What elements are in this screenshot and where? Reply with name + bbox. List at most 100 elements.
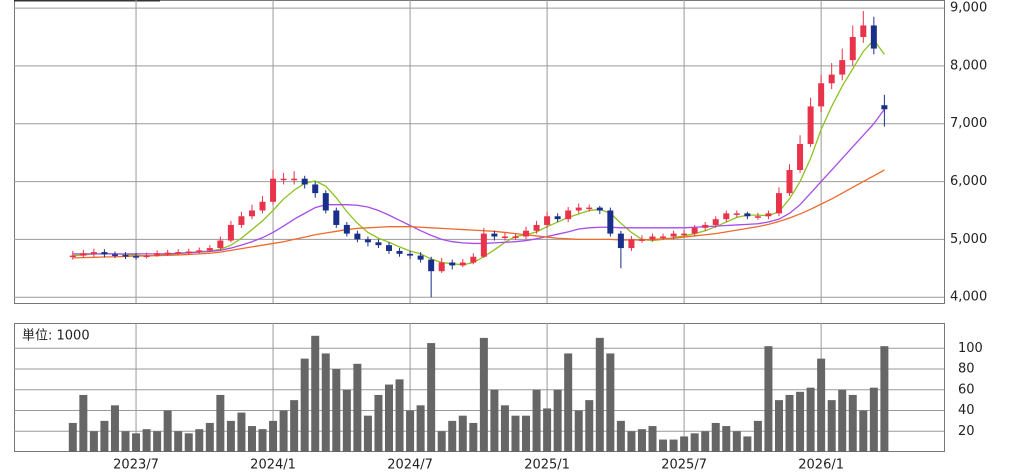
candle-body <box>681 233 688 236</box>
price-frame <box>14 0 945 304</box>
volume-bar <box>290 400 299 452</box>
volume-bar <box>216 394 225 452</box>
volume-bar <box>458 415 467 452</box>
candle-body <box>723 213 730 220</box>
volume-bar <box>880 346 889 452</box>
volume-bar <box>469 422 478 452</box>
volume-bar <box>237 412 246 452</box>
volume-bar <box>743 436 752 452</box>
volume-bar <box>300 358 309 452</box>
volume-bar <box>332 369 341 452</box>
volume-bar <box>722 426 731 452</box>
volume-bar <box>353 363 362 452</box>
candle-body <box>322 193 329 211</box>
y-tick-label: 6,000 <box>950 174 987 189</box>
x-tick-label: 2025/7 <box>661 458 707 473</box>
volume-bar <box>606 353 615 452</box>
volume-bar <box>532 389 541 452</box>
candle-body <box>291 178 298 181</box>
volume-bar <box>774 400 783 452</box>
candle-body <box>333 210 340 225</box>
volume-bar <box>732 431 741 452</box>
candle-body <box>438 262 445 272</box>
volume-bar <box>153 431 162 452</box>
candle-body <box>786 170 793 194</box>
candle-body <box>428 259 435 272</box>
candle-body <box>691 227 698 234</box>
volume-tick-label: 20 <box>958 424 975 439</box>
volume-bar <box>416 405 425 452</box>
x-tick-label: 2024/7 <box>387 458 433 473</box>
volume-bar <box>132 433 141 452</box>
volume-bar <box>437 431 446 452</box>
candle-body <box>248 210 255 217</box>
volume-bar <box>427 343 436 452</box>
volume-bar <box>553 389 562 452</box>
volume-bar <box>174 431 183 452</box>
volume-bar <box>838 389 847 452</box>
candle-body <box>343 224 350 234</box>
candle-body <box>111 254 118 256</box>
candle-body <box>860 25 867 38</box>
volume-bar <box>616 420 625 452</box>
candle-body <box>533 224 540 231</box>
candle-body <box>818 83 825 107</box>
candle-body <box>101 252 108 255</box>
volume-bar <box>100 420 109 452</box>
volume-bar <box>827 400 836 452</box>
volume-bar <box>184 433 193 452</box>
x-tick-label: 2026/1 <box>798 458 844 473</box>
volume-frame <box>14 323 945 452</box>
candle-body <box>238 216 245 225</box>
volume-tick-label: 60 <box>958 382 975 397</box>
candle-body <box>259 201 266 211</box>
candle-body <box>765 213 772 217</box>
volume-bar <box>522 415 531 452</box>
candle-body <box>206 248 213 251</box>
moving-average <box>72 169 885 259</box>
volume-bar <box>595 337 604 452</box>
candle-body <box>596 207 603 211</box>
candle-body <box>501 236 508 239</box>
candle-body <box>544 216 551 225</box>
candle-body <box>586 207 593 210</box>
volume-tick-label: 100 <box>958 341 983 356</box>
volume-bar <box>500 405 509 452</box>
candle-body <box>133 256 140 258</box>
candle-body <box>733 213 740 215</box>
candle-body <box>417 255 424 260</box>
candle-body <box>660 236 667 239</box>
candle-body <box>164 252 171 255</box>
volume-bar <box>627 431 636 452</box>
volume-bar <box>680 436 689 452</box>
candle-body <box>870 25 877 49</box>
volume-bar <box>374 394 383 452</box>
y-tick-label: 9,000 <box>950 1 987 16</box>
volume-bar <box>711 422 720 452</box>
volume-bar <box>648 426 657 452</box>
volume-tick-label: 40 <box>958 403 975 418</box>
candle-body <box>470 256 477 263</box>
volume-bar <box>817 358 826 452</box>
candle-body <box>280 178 287 181</box>
candle-body <box>69 255 76 258</box>
volume-bar <box>564 353 573 452</box>
candle-body <box>754 216 761 218</box>
candle-body <box>554 216 561 220</box>
candle-body <box>90 252 97 254</box>
volume-bar <box>195 429 204 452</box>
candle-body <box>670 233 677 237</box>
volume-bar <box>247 426 256 452</box>
volume-bar <box>659 439 668 452</box>
candle-body <box>80 253 87 256</box>
candle-body <box>607 210 614 234</box>
volume-bar <box>785 394 794 452</box>
candle-body <box>375 242 382 246</box>
volume-bar <box>796 391 805 452</box>
volume-bar <box>637 429 646 452</box>
volume-bar <box>585 400 594 452</box>
candle-body <box>628 239 635 249</box>
volume-bar <box>701 431 710 452</box>
